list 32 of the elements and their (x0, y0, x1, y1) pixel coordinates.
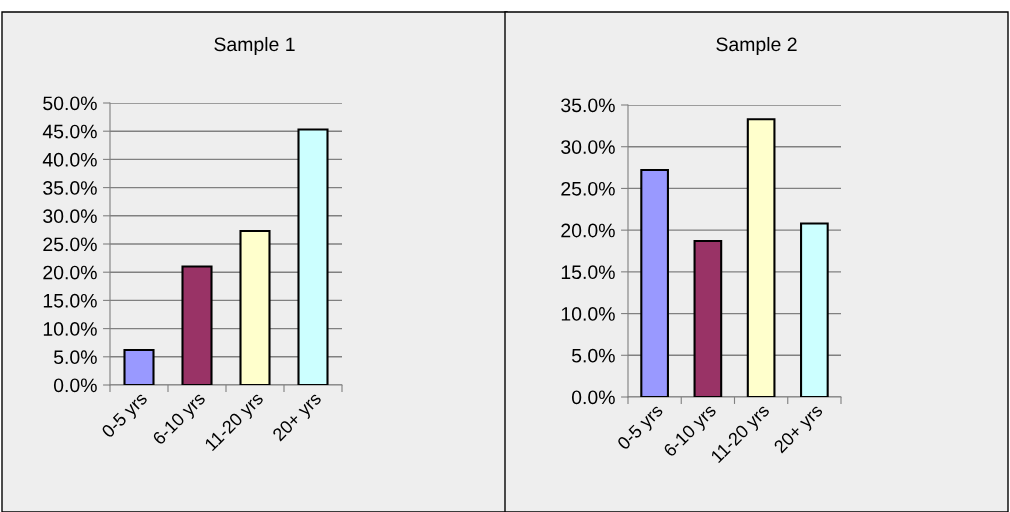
bar (800, 222, 829, 397)
bar (693, 239, 723, 397)
bar (640, 169, 669, 397)
y-tick-label: 15.0% (43, 293, 97, 308)
chart-title: Sample 2 (716, 36, 797, 56)
y-tick-label: 20.0% (43, 265, 97, 280)
chart-title: Sample 1 (214, 36, 295, 56)
bar (297, 128, 329, 385)
y-tick-label: 40.0% (42, 152, 97, 167)
bar (123, 348, 155, 385)
y-tick-label: 25.0% (561, 181, 615, 196)
y-tick-label: 10.0% (43, 322, 97, 336)
bar (239, 229, 271, 385)
y-tick-label: 20.0% (561, 223, 615, 238)
bar (181, 265, 213, 385)
y-tick-label: 35.0% (43, 181, 97, 195)
bar (746, 118, 776, 397)
x-tick-label: 20+ yrs (773, 403, 826, 457)
y-tick-label: 0.0% (571, 390, 615, 405)
y-tick-label: 25.0% (43, 237, 97, 252)
y-tick-label: 5.0% (571, 348, 615, 363)
y-tick-label: 50.0% (43, 96, 97, 111)
y-tick-label: 10.0% (561, 307, 615, 321)
y-tick-label: 30.0% (561, 140, 615, 154)
x-tick-label: 20+ yrs (271, 391, 325, 445)
y-tick-label: 5.0% (53, 350, 97, 365)
x-tick-label: 0-5 yrs (100, 391, 151, 441)
y-tick-label: 35.0% (561, 98, 615, 113)
y-tick-label: 15.0% (561, 265, 615, 280)
y-tick-label: 45.0% (42, 124, 97, 139)
y-tick-label: 30.0% (43, 209, 97, 224)
y-tick-label: 0.0% (53, 378, 97, 393)
